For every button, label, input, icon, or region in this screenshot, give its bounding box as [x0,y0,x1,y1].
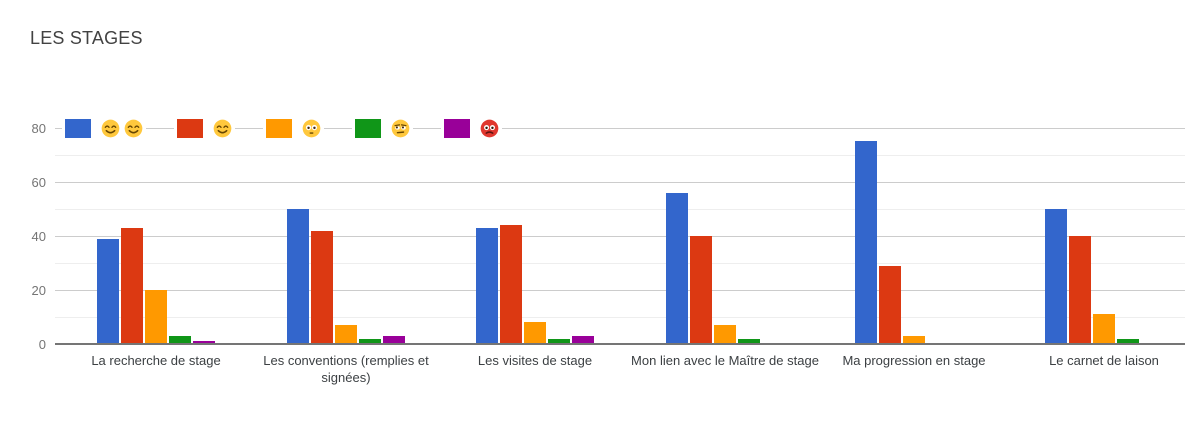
angry-face-icon [480,119,499,138]
bar-angry-face-2 [383,336,405,344]
flushed-face-icon [302,119,321,138]
bar-unamused-face-2 [359,339,381,344]
legend-swatch [266,118,292,138]
bar-smiling-face-4 [690,236,712,344]
legend-item [263,116,324,140]
bar-unamused-face-6 [1117,339,1139,344]
bar-smiling-face-smiling-face-4 [666,193,688,344]
legend-label [302,119,321,138]
smiling-face-icon [213,119,232,138]
major-gridline [55,128,1185,129]
unamused-face-icon [391,119,410,138]
smiling-face-icon [124,119,143,138]
y-axis-tick-label: 0 [38,336,46,352]
bar-angry-face-3 [572,336,594,344]
x-axis-category-label: Les conventions (remplies et signées) [263,353,429,385]
x-axis-category-label: Mon lien avec le Maître de stage [631,353,819,368]
bar-unamused-face-1 [169,336,191,344]
legend-label [213,119,232,138]
smiling-face-icon [101,119,120,138]
y-axis-tick-label: 60 [31,174,46,190]
x-axis-category-label: La recherche de stage [91,353,221,368]
bar-smiling-face-6 [1069,236,1091,344]
legend-swatch [177,118,203,138]
bar-smiling-face-smiling-face-2 [287,209,309,344]
legend-item [352,116,413,140]
bar-smiling-face-smiling-face-1 [97,239,119,344]
legend-label [101,119,143,138]
bar-smiling-face-2 [311,231,333,344]
legend-label [391,119,410,138]
bar-unamused-face-3 [548,339,570,344]
legend-swatch [444,118,470,138]
bar-flushed-face-2 [335,325,357,344]
legend-item [62,116,146,140]
bar-smiling-face-smiling-face-6 [1045,209,1067,344]
legend-item [174,116,235,140]
bar-smiling-face-smiling-face-5 [855,141,877,344]
chart-title: LES STAGES [30,28,143,48]
bar-flushed-face-1 [145,290,167,344]
x-axis-baseline [55,343,1185,345]
x-axis-category-label: Les visites de stage [477,353,593,368]
minor-gridline [55,317,1185,318]
chart-legend [62,116,502,140]
y-axis-tick-label: 20 [31,282,46,298]
bar-flushed-face-4 [714,325,736,344]
bar-smiling-face-5 [879,266,901,344]
legend-label [480,119,499,138]
bar-flushed-face-5 [903,336,925,344]
legend-swatch [355,118,381,138]
bar-unamused-face-4 [738,339,760,344]
minor-gridline [55,263,1185,264]
bar-smiling-face-smiling-face-3 [476,228,498,344]
major-gridline [55,182,1185,183]
bar-smiling-face-1 [121,228,143,344]
bar-smiling-face-3 [500,225,522,344]
legend-swatch [65,118,91,138]
x-axis-category-label: Le carnet de laison [1049,353,1159,368]
bar-flushed-face-3 [524,322,546,344]
y-axis-tick-label: 80 [31,120,46,136]
legend-item [441,116,502,140]
bar-flushed-face-6 [1093,314,1115,344]
major-gridline [55,236,1185,237]
minor-gridline [55,155,1185,156]
y-axis-tick-label: 40 [31,228,46,244]
major-gridline [55,290,1185,291]
x-axis-category-label: Ma progression en stage [842,353,986,368]
bar-angry-face-1 [193,341,215,344]
minor-gridline [55,209,1185,210]
